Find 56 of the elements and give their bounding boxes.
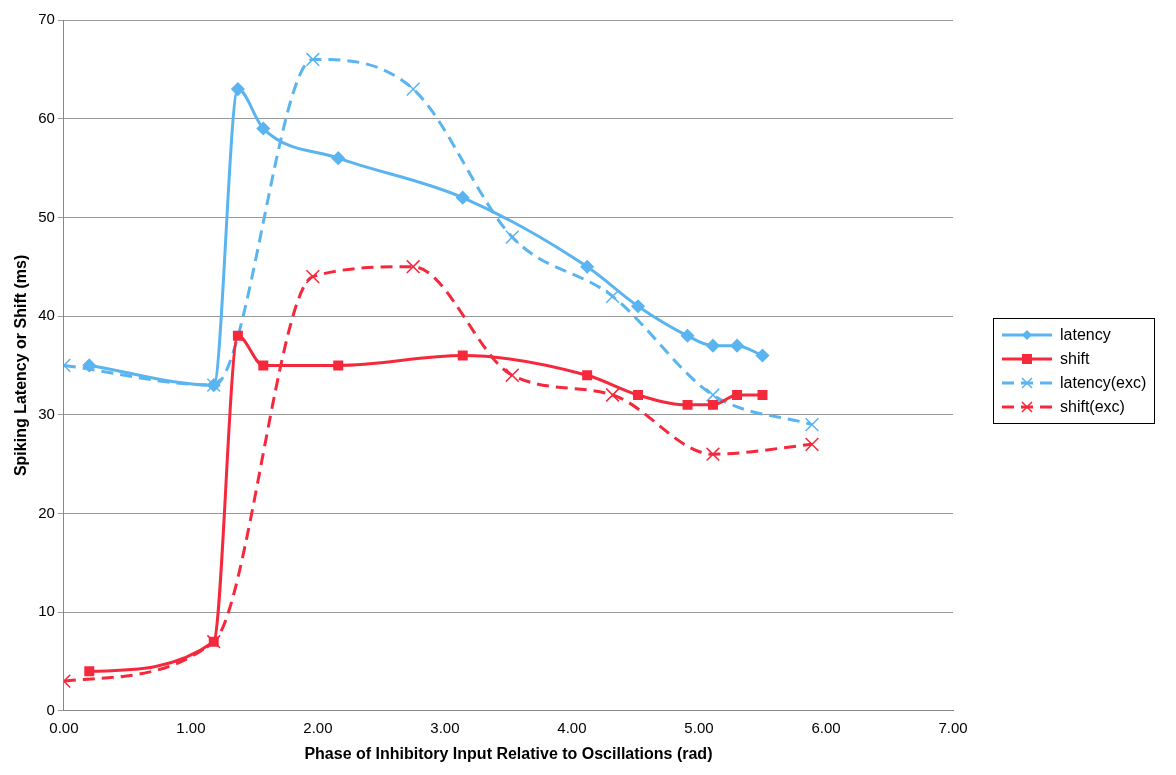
y-tick-label: 20 — [38, 503, 55, 521]
legend-label: latency(exc) — [1060, 374, 1147, 392]
point — [605, 289, 620, 304]
point — [232, 330, 243, 341]
x-tick-label: 1.00 — [176, 718, 206, 736]
y-tick-label: 40 — [38, 306, 55, 324]
point — [755, 348, 770, 363]
point — [406, 81, 421, 97]
point — [82, 358, 97, 373]
point — [804, 437, 820, 452]
y-tick-label: 60 — [38, 108, 55, 126]
point — [333, 360, 344, 371]
legend-label: latency — [1060, 326, 1111, 344]
point — [406, 259, 421, 274]
point — [804, 417, 820, 432]
point — [256, 121, 271, 136]
point — [732, 390, 743, 400]
x-tick-label: 3.00 — [430, 718, 460, 736]
legend-label: shift — [1060, 350, 1090, 368]
point — [680, 329, 695, 343]
point — [582, 370, 593, 381]
y-tick-label: 10 — [38, 602, 55, 620]
x-tick-label: 4.00 — [557, 718, 587, 736]
point — [331, 151, 345, 165]
y-tick-label: 0 — [46, 700, 55, 718]
point — [305, 269, 320, 284]
legend-label: shift(exc) — [1060, 398, 1125, 416]
point — [505, 368, 520, 383]
y-tick-label: 70 — [38, 10, 55, 28]
point — [631, 299, 645, 313]
point — [580, 259, 594, 274]
point — [84, 666, 95, 677]
point — [633, 390, 643, 400]
point — [605, 387, 620, 403]
point — [258, 360, 269, 371]
point — [682, 399, 693, 410]
point — [231, 82, 245, 96]
x-tick-label: 7.00 — [938, 718, 968, 736]
point — [705, 387, 721, 403]
y-axis-title: Spiking Latency or Shift (ms) — [12, 254, 30, 477]
x-axis-title: Phase of Inhibitory Input Relative to Oscillations (rad) — [304, 744, 713, 762]
x-tick-label: 0.00 — [49, 718, 79, 736]
x-tick-label: 2.00 — [303, 718, 333, 736]
point — [706, 338, 720, 353]
y-tick-label: 30 — [38, 404, 55, 422]
x-tick-label: 5.00 — [684, 718, 714, 736]
point — [730, 338, 744, 353]
point — [455, 190, 470, 205]
point — [457, 350, 468, 361]
point — [305, 52, 320, 67]
x-tick-label: 6.00 — [811, 718, 841, 736]
point — [705, 447, 721, 462]
point — [757, 390, 768, 400]
point — [505, 230, 520, 245]
point — [707, 399, 718, 410]
y-tick-label: 50 — [38, 207, 55, 225]
